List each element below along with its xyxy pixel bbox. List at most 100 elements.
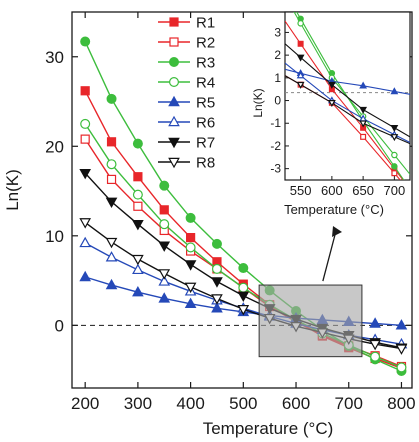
legend-marker: [168, 115, 180, 127]
inset-x-tick-label: 550: [290, 183, 312, 198]
legend-item-r3: R3: [158, 55, 215, 72]
legend-marker: [169, 76, 180, 87]
data-point-r7: [158, 241, 171, 252]
legend: R1 R2 R3 R4 R5 R6 R7 R8: [158, 15, 215, 172]
data-point-r4: [132, 189, 143, 200]
inset-y-tick-label: -1: [270, 116, 281, 130]
data-point-r4: [80, 118, 91, 129]
data-point-r1: [133, 172, 143, 182]
legend-label: R1: [196, 15, 215, 32]
data-point-r7: [79, 168, 92, 180]
y-tick-label: 20: [45, 137, 64, 156]
data-point-r7: [184, 260, 197, 271]
data-point-r3: [238, 263, 249, 274]
data-point-r3: [80, 36, 91, 47]
x-tick-label: 600: [282, 394, 310, 413]
data-point-r1: [80, 86, 90, 96]
inset-y-axis-label: Ln(K): [251, 88, 265, 117]
legend-marker: [169, 37, 179, 47]
data-point-r2: [106, 174, 117, 185]
data-point-r4: [106, 159, 117, 170]
legend-marker: [169, 17, 179, 27]
legend-label: R6: [196, 115, 215, 132]
inset-data-point-r8: [359, 120, 368, 128]
zoom-region: [258, 226, 363, 358]
data-point-r7: [211, 277, 223, 288]
inset-x-tick-label: 650: [352, 183, 374, 198]
inset-data-point-r3: [391, 163, 398, 170]
data-point-r1: [159, 205, 169, 215]
inset-data-point-r4: [297, 20, 304, 27]
data-point-r3: [211, 238, 222, 249]
legend-label: R8: [196, 155, 215, 172]
data-point-r3: [159, 180, 170, 191]
inset-data-point-r8: [327, 100, 336, 108]
data-point-r1: [106, 137, 117, 147]
data-point-r2: [80, 134, 90, 144]
data-point-r3: [132, 138, 143, 149]
data-point-r8: [211, 294, 223, 305]
data-point-r7: [132, 219, 144, 231]
data-point-r8: [237, 305, 250, 316]
data-point-r5: [158, 292, 171, 303]
legend-item-r7: R7: [158, 135, 215, 152]
inset-series-layer: [285, 12, 410, 180]
data-point-r5: [105, 278, 118, 290]
data-point-r8: [79, 218, 92, 229]
data-point-r4: [238, 282, 249, 293]
inset-data-point-r6: [296, 71, 305, 79]
data-point-r4: [370, 351, 381, 362]
x-tick-label: 700: [335, 394, 363, 413]
inset-data-point-r7: [296, 54, 305, 62]
x-tick-label: 500: [229, 394, 257, 413]
plot-frame: [71, 11, 413, 389]
legend-label: R7: [196, 135, 215, 152]
data-point-r5: [369, 317, 381, 328]
data-point-r5: [79, 270, 92, 282]
legend-item-r2: R2: [158, 35, 215, 52]
data-point-r3: [106, 93, 117, 104]
inset-x-tick-label: 700: [384, 183, 406, 198]
legend-label: R2: [196, 35, 215, 52]
legend-marker: [168, 95, 180, 107]
inset-x-tick-label: 600: [321, 183, 343, 198]
y-tick-label: 10: [45, 227, 64, 246]
inset-data-point-r5: [359, 81, 368, 89]
data-point-r3: [185, 212, 196, 223]
inset-data-point-r1: [297, 40, 304, 47]
inset-data-point-r2: [360, 133, 367, 140]
data-point-r2: [133, 201, 143, 211]
inset-y-tick-label: 2: [274, 48, 281, 62]
inset-data-point-r5: [390, 87, 399, 95]
x-tick-label: 300: [124, 394, 152, 413]
data-point-r7: [105, 197, 118, 209]
legend-label: R5: [196, 95, 215, 112]
data-point-r4: [159, 219, 170, 230]
inset-y-tick-label: 3: [274, 25, 281, 39]
inset-x-axis-label: Temperature (°C): [284, 202, 384, 217]
data-point-r8: [158, 269, 171, 280]
inset-data-point-r4: [391, 151, 398, 159]
zoom-box: [258, 284, 363, 358]
data-point-r7: [237, 291, 250, 303]
y-axis-label: Ln(K): [3, 169, 22, 211]
data-point-r5: [395, 319, 408, 330]
inset-plot: 550 600 650 700 -3 -2 -1 0 1 2 3: [270, 11, 411, 198]
data-point-r8: [395, 344, 408, 355]
inset-data-point-r7: [390, 125, 399, 133]
data-point-r6: [158, 275, 171, 286]
legend-label: R4: [196, 75, 215, 92]
legend-label: R3: [196, 55, 215, 72]
data-point-r4: [396, 362, 407, 373]
data-point-r4: [185, 242, 196, 253]
inset-series-r8: [285, 75, 410, 145]
data-point-r4: [211, 263, 222, 274]
legend-item-r6: R6: [158, 115, 215, 132]
y-tick-label: 0: [55, 316, 64, 335]
data-point-r5: [211, 302, 223, 313]
x-axis-label: Temperature (°C): [203, 419, 334, 438]
inset-data-point-r8: [296, 81, 305, 89]
inset-frame: [284, 11, 411, 181]
data-point-r6: [105, 251, 118, 262]
